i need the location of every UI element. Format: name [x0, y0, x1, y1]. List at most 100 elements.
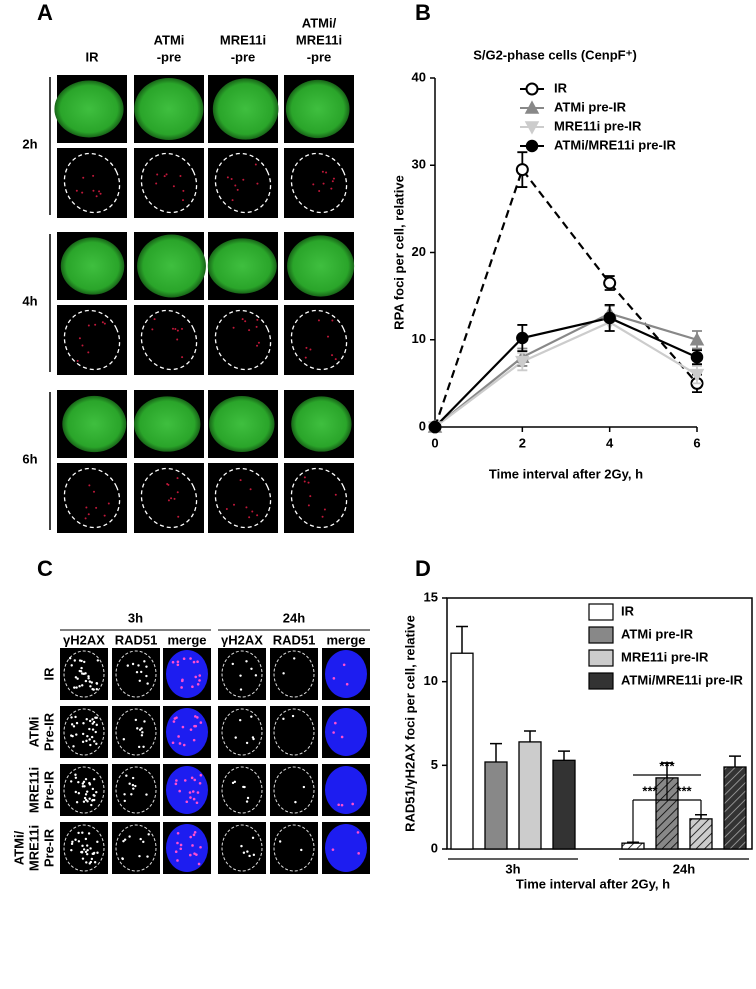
x-axis-label: Time interval after 2Gy, h: [516, 876, 670, 891]
foci: [94, 730, 97, 734]
nucleus-outline: [221, 650, 263, 698]
foci: [176, 841, 179, 845]
legend-label: MRE11i pre-IR: [621, 649, 709, 664]
foci: [82, 176, 85, 179]
foci: [179, 174, 182, 177]
foci: [340, 735, 344, 739]
foci: [282, 717, 285, 721]
foci: [86, 800, 89, 803]
foci: [95, 195, 98, 198]
foci: [140, 670, 143, 674]
foci: [155, 182, 158, 185]
foci: [81, 732, 85, 736]
error-bar: [627, 841, 639, 844]
foci: [309, 495, 312, 498]
foci: [90, 803, 93, 807]
foci: [334, 358, 337, 361]
y-tick-label: 15: [424, 589, 438, 604]
micrograph: [270, 648, 318, 700]
foci: [282, 672, 285, 675]
error-bar: [729, 755, 741, 768]
foci: [81, 672, 84, 675]
foci: [318, 189, 321, 192]
foci: [305, 346, 308, 349]
foci: [165, 173, 168, 176]
foci: [73, 659, 76, 662]
foci: [317, 319, 320, 322]
foci: [82, 800, 86, 803]
foci: [88, 783, 92, 786]
foci: [72, 725, 76, 728]
foci: [84, 679, 88, 683]
bar: [518, 741, 542, 850]
chart-title: S/G2-phase cells (CenpF⁺): [473, 47, 637, 62]
foci: [137, 664, 140, 667]
foci: [81, 844, 84, 848]
foci: [137, 745, 141, 749]
column-label: -pre: [231, 49, 256, 64]
foci: [90, 735, 94, 739]
y-tick-label: 0: [419, 418, 426, 433]
nucleus-outline: [221, 824, 263, 872]
foci: [243, 785, 246, 789]
nucleus-outline: [214, 152, 272, 214]
foci: [78, 337, 81, 340]
foci: [77, 831, 80, 835]
foci: [340, 803, 344, 807]
foci: [256, 344, 259, 347]
foci: [89, 685, 92, 688]
foci: [145, 793, 148, 796]
foci: [83, 660, 86, 664]
foci: [71, 734, 74, 738]
foci: [88, 727, 91, 731]
bar: [552, 759, 576, 850]
foci: [252, 853, 256, 857]
foci: [194, 675, 198, 679]
nucleus-outline: [214, 467, 272, 529]
nucleus: [54, 80, 124, 138]
foci: [199, 845, 202, 849]
nucleus: [285, 79, 350, 139]
foci: [321, 515, 324, 518]
foci: [193, 852, 196, 855]
foci: [96, 659, 100, 662]
foci: [351, 802, 355, 806]
foci: [81, 857, 85, 860]
foci: [93, 798, 96, 802]
legend-label: ATMi/MRE11i pre-IR: [554, 137, 676, 152]
foci: [174, 850, 178, 854]
foci: [182, 743, 186, 747]
foci: [131, 776, 135, 780]
foci: [132, 787, 135, 790]
micrograph-red: [208, 148, 278, 218]
foci: [332, 177, 335, 180]
foci: [182, 199, 185, 202]
foci: [175, 779, 178, 782]
y-tick-label: 10: [412, 331, 426, 346]
nucleus-outline: [273, 766, 315, 814]
foci: [256, 514, 259, 517]
foci: [181, 725, 185, 729]
foci: [77, 840, 81, 843]
series-line: [434, 316, 698, 428]
foci: [332, 677, 336, 680]
foci: [250, 715, 253, 718]
foci: [130, 793, 133, 796]
foci: [96, 840, 99, 844]
y-tick-label: 0: [431, 840, 438, 855]
foci: [87, 677, 90, 680]
foci: [331, 354, 334, 357]
row-label: 2h: [22, 136, 37, 151]
micrograph-red: [284, 463, 354, 533]
nucleus: [166, 650, 208, 698]
nucleus-outline: [63, 650, 105, 698]
marker: [515, 355, 530, 370]
foci: [331, 848, 335, 851]
foci: [85, 739, 88, 743]
foci: [141, 731, 144, 734]
nucleus-outline: [63, 708, 105, 756]
micrograph-red: [284, 305, 354, 375]
foci: [82, 848, 86, 851]
column-label: IR: [86, 49, 100, 64]
y-axis-label: RPA foci per cell, relative: [391, 175, 406, 330]
